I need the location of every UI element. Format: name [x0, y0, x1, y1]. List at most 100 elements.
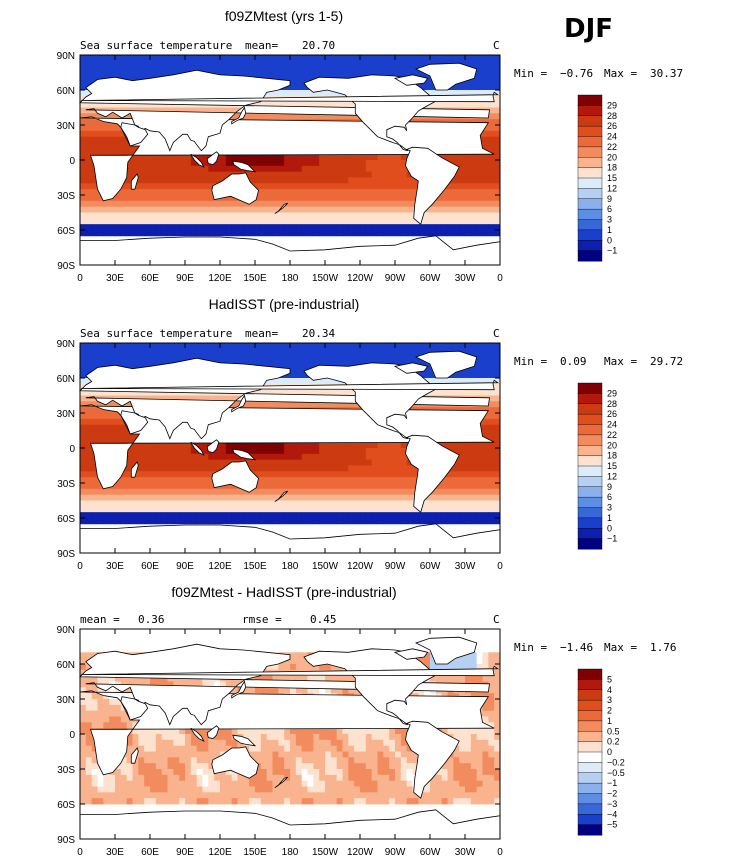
field-cell	[424, 343, 431, 350]
field-cell	[115, 113, 122, 120]
field-cell	[272, 453, 279, 461]
field-cell	[313, 518, 320, 525]
field-cell	[342, 60, 349, 68]
field-cell	[260, 66, 268, 73]
field-cell	[115, 512, 122, 519]
field-cell	[447, 442, 454, 449]
field-cell	[494, 389, 501, 396]
field-cell	[91, 348, 98, 356]
field-cell	[377, 471, 384, 478]
field-cell	[155, 66, 163, 73]
field-cell	[202, 500, 209, 507]
field-cell	[342, 500, 349, 507]
field-cell	[482, 652, 489, 659]
field-cell	[161, 488, 168, 496]
field-cell	[80, 448, 87, 455]
field-cell	[243, 212, 250, 219]
colorbar-swatch	[577, 229, 603, 241]
field-cell	[295, 343, 303, 350]
field-cell	[150, 465, 157, 472]
field-cell	[377, 442, 384, 449]
field-cell	[354, 160, 361, 167]
continent-outline	[231, 394, 247, 413]
field-cell	[155, 177, 163, 184]
field-cell	[470, 165, 478, 173]
field-cell	[266, 177, 273, 184]
field-cell	[243, 343, 250, 350]
field-cell	[109, 113, 116, 120]
field-cell	[488, 372, 495, 379]
field-cell	[435, 483, 443, 490]
field-cell	[295, 506, 303, 513]
field-cell	[395, 459, 402, 466]
field-cell	[150, 395, 157, 402]
field-cell	[488, 90, 495, 97]
field-cell	[185, 453, 192, 461]
y-tick-label: 0	[69, 156, 75, 167]
field-cell	[295, 360, 303, 367]
field-cell	[494, 125, 501, 132]
field-cell	[91, 55, 98, 62]
field-cell	[266, 101, 273, 108]
field-cell	[476, 453, 483, 461]
field-cell	[196, 107, 203, 114]
field-cell	[307, 101, 314, 108]
field-cell	[126, 448, 133, 455]
field-cell	[190, 453, 198, 461]
field-cell	[155, 488, 163, 496]
field-cell	[109, 130, 116, 138]
field-cell	[260, 224, 268, 231]
field-cell	[389, 165, 396, 173]
field-cell	[225, 154, 233, 161]
field-cell	[109, 518, 116, 525]
field-cell	[342, 348, 349, 356]
field-cell	[494, 348, 501, 356]
field-cell	[266, 518, 273, 525]
field-cell	[476, 494, 483, 501]
field-cell	[260, 206, 268, 213]
field-cell	[278, 483, 285, 490]
field-cell	[185, 512, 192, 519]
field-cell	[488, 430, 495, 437]
field-cell	[301, 354, 308, 361]
field-cell	[126, 60, 133, 68]
field-cell	[342, 224, 349, 231]
field-cell	[494, 200, 501, 208]
field-cell	[97, 483, 104, 490]
field-cell	[115, 389, 122, 396]
field-cell	[494, 459, 501, 466]
field-cell	[441, 224, 448, 231]
field-cell	[348, 101, 355, 108]
field-cell	[476, 506, 483, 513]
field-cell	[290, 401, 297, 408]
field-cell	[389, 343, 396, 350]
field-cell	[97, 354, 104, 361]
field-cell	[109, 401, 116, 408]
field-cell	[383, 66, 390, 73]
field-cell	[319, 60, 326, 68]
max-value: 30.37	[650, 67, 684, 80]
field-cell	[383, 189, 390, 196]
field-cell	[80, 125, 87, 132]
field-cell	[173, 343, 180, 350]
field-cell	[290, 512, 297, 519]
field-cell	[348, 360, 355, 367]
field-cell	[196, 348, 203, 356]
field-cell	[80, 195, 87, 202]
field-cell	[488, 658, 495, 665]
field-cell	[453, 343, 460, 350]
field-cell	[103, 230, 110, 237]
field-cell	[365, 459, 373, 466]
field-cell	[231, 354, 238, 361]
field-cell	[144, 101, 151, 108]
field-cell	[476, 165, 483, 173]
field-cell	[360, 55, 367, 62]
field-cell	[80, 413, 87, 420]
field-cell	[173, 459, 180, 466]
field-cell	[295, 183, 303, 190]
field-cell	[476, 488, 483, 496]
field-cell	[488, 448, 495, 455]
field-cell	[395, 177, 402, 184]
field-cell	[459, 378, 466, 385]
field-cell	[494, 177, 501, 184]
